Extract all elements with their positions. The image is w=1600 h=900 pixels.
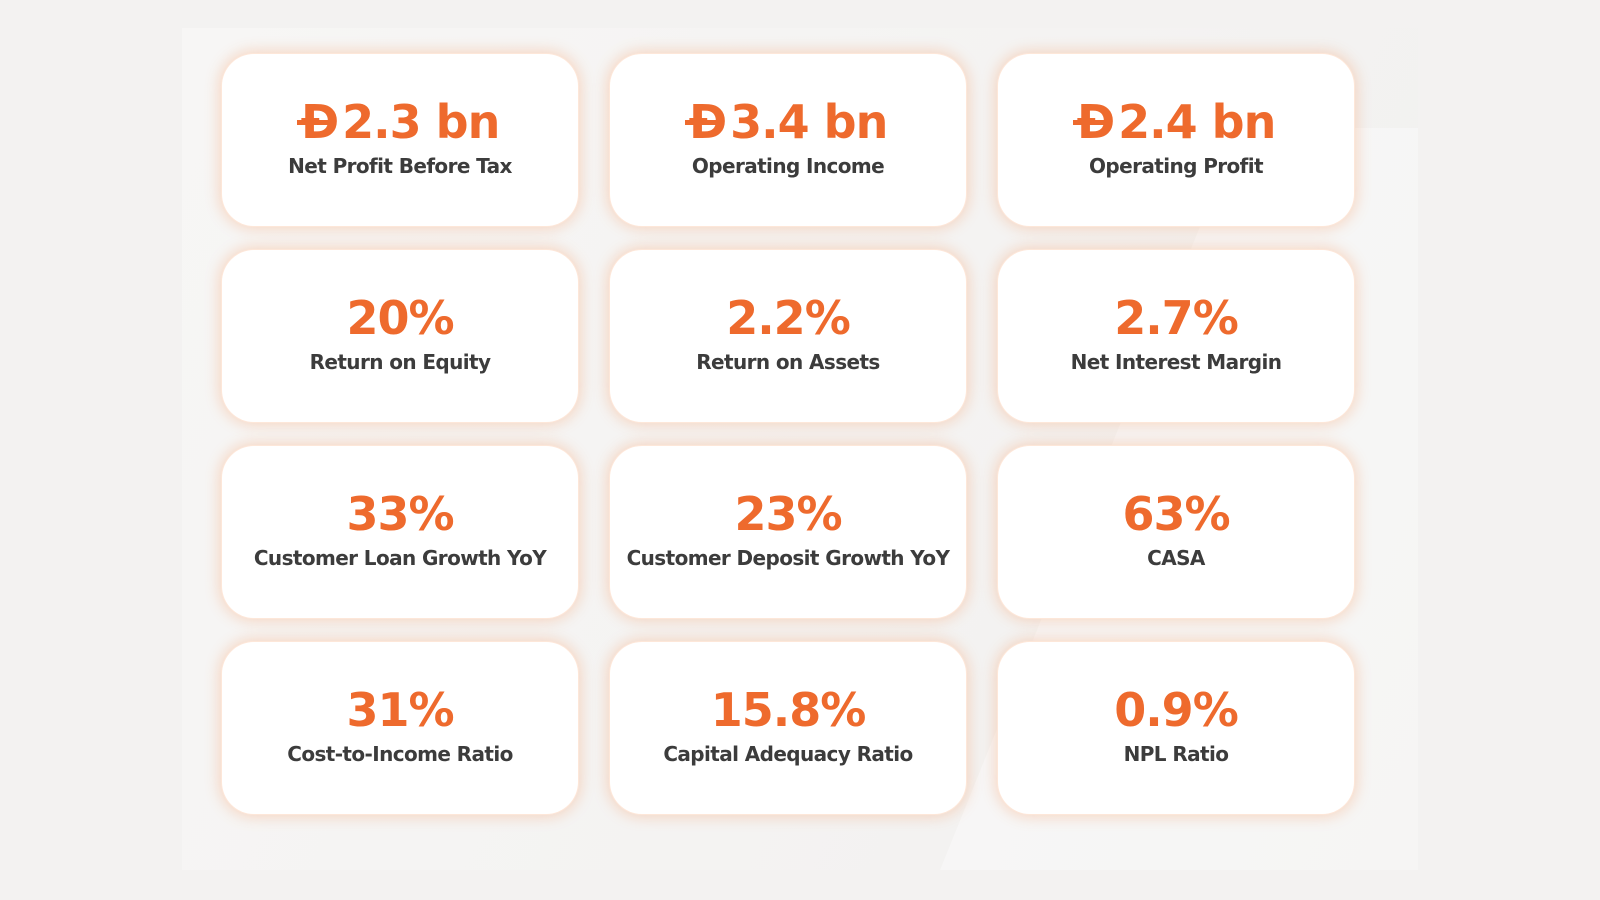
metric-value-text: 2.4 bn (1118, 95, 1276, 149)
metric-label: Operating Profit (1089, 154, 1264, 178)
metric-label: Customer Deposit Growth YoY (626, 546, 950, 570)
metric-label: Capital Adequacy Ratio (663, 742, 913, 766)
dong-currency-icon: Đ (296, 95, 339, 149)
metric-value: 63% (1122, 487, 1230, 541)
metric-value: 33% (346, 487, 454, 541)
metric-value: Đ 2.3 bn (296, 95, 500, 149)
metric-card-customer-loan-growth: 33% Customer Loan Growth YoY (222, 446, 578, 618)
metric-card-capital-adequacy-ratio: 15.8% Capital Adequacy Ratio (610, 642, 966, 814)
metric-card-operating-profit: Đ 2.4 bn Operating Profit (998, 54, 1354, 226)
metric-card-customer-deposit-growth: 23% Customer Deposit Growth YoY (610, 446, 966, 618)
metric-value: 31% (346, 683, 454, 737)
metric-value: Đ 3.4 bn (684, 95, 888, 149)
metric-label: Net Profit Before Tax (288, 154, 512, 178)
metric-value: 15.8% (710, 683, 867, 737)
metric-card-casa: 63% CASA (998, 446, 1354, 618)
metric-value-text: 2.3 bn (342, 95, 500, 149)
metric-card-return-on-equity: 20% Return on Equity (222, 250, 578, 422)
metric-label: Operating Income (691, 154, 885, 178)
metric-value: 2.7% (1114, 291, 1239, 345)
metric-card-net-interest-margin: 2.7% Net Interest Margin (998, 250, 1354, 422)
metric-card-return-on-assets: 2.2% Return on Assets (610, 250, 966, 422)
metric-value: 2.2% (726, 291, 851, 345)
dong-currency-icon: Đ (684, 95, 727, 149)
dong-currency-icon: Đ (1072, 95, 1115, 149)
metrics-grid: Đ 2.3 bn Net Profit Before Tax Đ 3.4 bn … (222, 54, 1354, 814)
metric-label: Net Interest Margin (1070, 350, 1282, 374)
metric-label: CASA (1147, 546, 1205, 570)
metric-label: Customer Loan Growth YoY (253, 546, 547, 570)
metric-card-operating-income: Đ 3.4 bn Operating Income (610, 54, 966, 226)
metric-label: NPL Ratio (1123, 742, 1229, 766)
metric-value: 20% (346, 291, 454, 345)
metric-card-net-profit-before-tax: Đ 2.3 bn Net Profit Before Tax (222, 54, 578, 226)
metric-label: Return on Equity (309, 350, 491, 374)
metric-card-npl-ratio: 0.9% NPL Ratio (998, 642, 1354, 814)
metric-value: 0.9% (1114, 683, 1239, 737)
metric-value: 23% (734, 487, 842, 541)
metric-card-cost-to-income-ratio: 31% Cost-to-Income Ratio (222, 642, 578, 814)
metric-value: Đ 2.4 bn (1072, 95, 1276, 149)
metric-label: Return on Assets (696, 350, 880, 374)
metric-value-text: 3.4 bn (730, 95, 888, 149)
metric-label: Cost-to-Income Ratio (287, 742, 513, 766)
